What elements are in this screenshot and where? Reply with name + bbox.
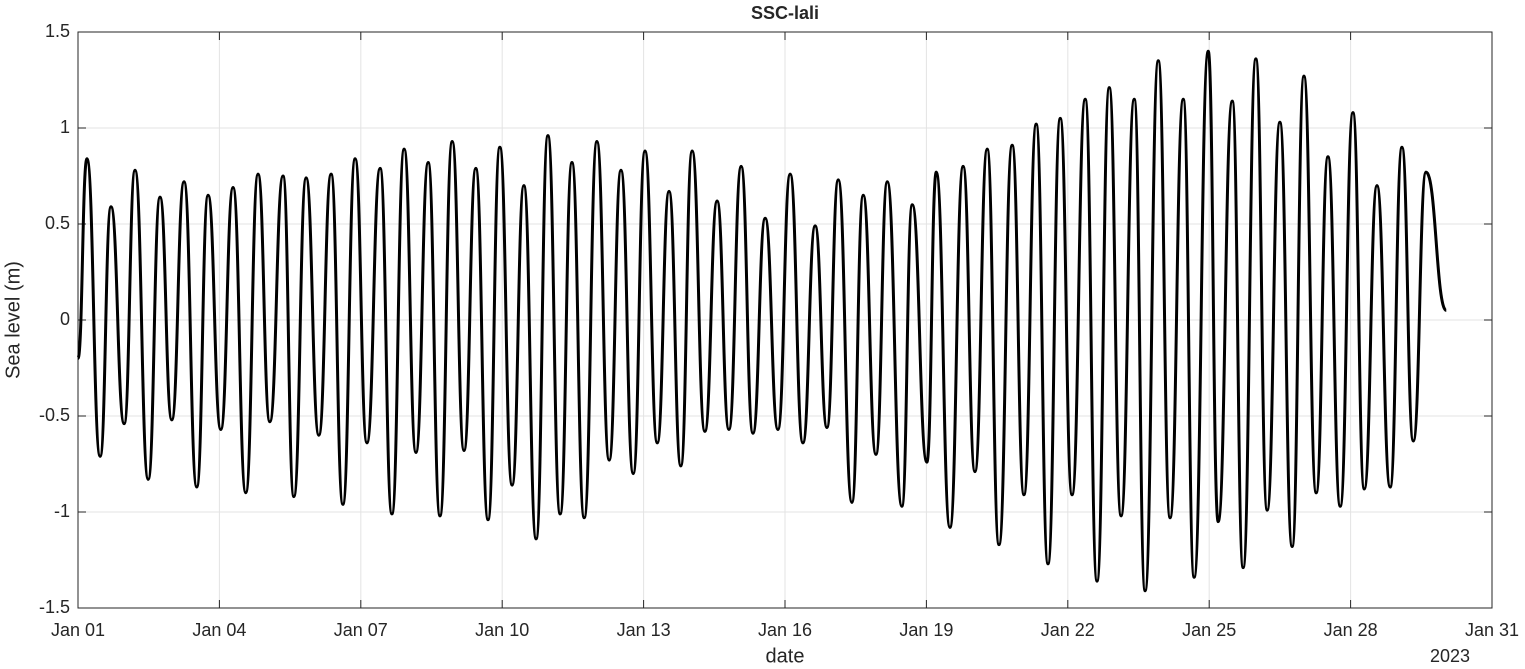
x-tick-label: Jan 28 [1324, 620, 1378, 640]
year-label: 2023 [1430, 646, 1470, 666]
x-tick-label: Jan 19 [899, 620, 953, 640]
sea-level-line [76, 49, 1448, 593]
chart-title: SSC-lali [751, 3, 819, 23]
y-tick-label: -1 [54, 501, 70, 521]
y-tick-label: 0.5 [45, 213, 70, 233]
y-axis-label: Sea level (m) [2, 261, 24, 379]
x-tick-label: Jan 04 [192, 620, 246, 640]
x-tick-label: Jan 07 [334, 620, 388, 640]
x-tick-label: Jan 25 [1182, 620, 1236, 640]
x-tick-label: Jan 10 [475, 620, 529, 640]
x-tick-label: Jan 22 [1041, 620, 1095, 640]
y-tick-label: -0.5 [39, 405, 70, 425]
x-tick-label: Jan 31 [1465, 620, 1519, 640]
x-axis-label: date [766, 645, 805, 667]
y-tick-label: 1 [60, 117, 70, 137]
x-tick-label: Jan 01 [51, 620, 105, 640]
y-tick-label: 1.5 [45, 21, 70, 41]
plot-frame [77, 31, 1493, 609]
y-tick-label: 0 [60, 309, 70, 329]
x-tick-label: Jan 16 [758, 620, 812, 640]
y-tick-label: -1.5 [39, 597, 70, 617]
x-tick-label: Jan 13 [617, 620, 671, 640]
